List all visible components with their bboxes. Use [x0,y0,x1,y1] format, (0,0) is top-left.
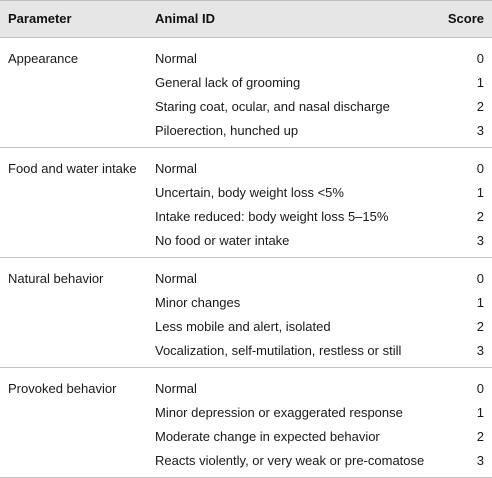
row-description: General lack of grooming [155,75,301,90]
table-row: Normal 0 [0,51,492,75]
row-score: 0 [476,271,484,286]
table-row: Normal 0 [0,271,492,295]
row-description: Intake reduced: body weight loss 5–15% [155,209,389,224]
group-provoked-behavior: Provoked behavior Normal 0 Minor depress… [0,368,492,478]
row-score: 2 [476,429,484,444]
table-header: Parameter Animal ID Score [0,0,492,38]
row-description: Moderate change in expected behavior [155,429,380,444]
table-row: Vocalization, self-mutilation, restless … [0,343,492,367]
row-score: 0 [476,51,484,66]
row-score: 2 [476,209,484,224]
table-row: Normal 0 [0,381,492,405]
parameter-label: Food and water intake [8,161,137,176]
row-description: No food or water intake [155,233,290,248]
table-row: General lack of grooming 1 [0,75,492,99]
parameter-label: Appearance [8,51,79,66]
table-row: Less mobile and alert, isolated 2 [0,319,492,343]
row-score: 3 [476,453,484,468]
table-row: Moderate change in expected behavior 2 [0,429,492,453]
table-row: Piloerection, hunched up 3 [0,123,492,147]
row-description: Normal [155,161,197,176]
row-description: Normal [155,271,197,286]
header-score: Score [447,11,484,26]
row-description: Normal [155,381,197,396]
row-score: 1 [476,295,484,310]
group-appearance: Appearance Normal 0 General lack of groo… [0,38,492,148]
table-row: Minor changes 1 [0,295,492,319]
row-description: Vocalization, self-mutilation, restless … [155,343,402,358]
row-description: Uncertain, body weight loss <5% [155,185,344,200]
row-score: 2 [476,99,484,114]
row-score: 0 [476,161,484,176]
table-row: No food or water intake 3 [0,233,492,257]
table-row: Normal 0 [0,161,492,185]
row-description: Normal [155,51,197,66]
header-animal-id: Animal ID [155,11,215,26]
table-row: Staring coat, ocular, and nasal discharg… [0,99,492,123]
group-food-water-intake: Food and water intake Normal 0 Uncertain… [0,148,492,258]
parameter-label: Natural behavior [8,271,104,286]
row-score: 3 [476,233,484,248]
table-row: Uncertain, body weight loss <5% 1 [0,185,492,209]
row-description: Minor changes [155,295,241,310]
row-description: Reacts violently, or very weak or pre-co… [155,453,425,468]
row-description: Piloerection, hunched up [155,123,299,138]
row-description: Less mobile and alert, isolated [155,319,331,334]
row-score: 2 [476,319,484,334]
row-score: 3 [476,343,484,358]
header-parameter: Parameter [8,11,72,26]
row-description: Minor depression or exaggerated response [155,405,403,420]
parameter-label: Provoked behavior [8,381,117,396]
group-natural-behavior: Natural behavior Normal 0 Minor changes … [0,258,492,368]
table-row: Reacts violently, or very weak or pre-co… [0,453,492,477]
row-description: Staring coat, ocular, and nasal discharg… [155,99,390,114]
row-score: 1 [476,185,484,200]
row-score: 1 [476,405,484,420]
row-score: 1 [476,75,484,90]
table-row: Intake reduced: body weight loss 5–15% 2 [0,209,492,233]
row-score: 0 [476,381,484,396]
table-row: Minor depression or exaggerated response… [0,405,492,429]
row-score: 3 [476,123,484,138]
